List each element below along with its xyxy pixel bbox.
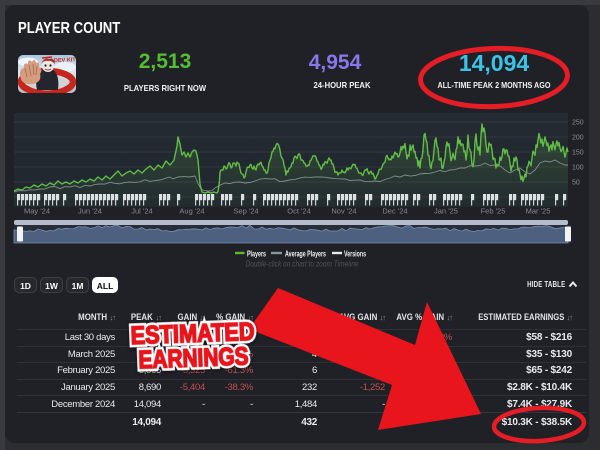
svg-text:ESTIMATED: ESTIMATED [130, 318, 255, 350]
svg-text:DEV KIT: DEV KIT [54, 57, 76, 64]
svg-text:Jul '24: Jul '24 [131, 207, 152, 216]
svg-text:Sep '24: Sep '24 [233, 207, 258, 216]
svg-text:200: 200 [572, 135, 584, 142]
svg-text:100: 100 [572, 165, 584, 172]
svg-text:Versions: Versions [344, 249, 366, 259]
svg-text:Jan '25: Jan '25 [434, 207, 458, 216]
svg-text:Average Players: Average Players [285, 249, 326, 259]
svg-text:EARNINGS: EARNINGS [138, 343, 249, 375]
svg-text:Nov '24: Nov '24 [331, 207, 356, 216]
svg-text:Jun '24: Jun '24 [78, 207, 102, 216]
svg-text:150: 150 [572, 150, 584, 157]
svg-text:Oct '24: Oct '24 [287, 207, 311, 216]
svg-text:Aug '24: Aug '24 [179, 207, 204, 216]
svg-text:Dec '24: Dec '24 [382, 207, 407, 216]
svg-text:May '24: May '24 [24, 207, 50, 216]
svg-text:250: 250 [572, 120, 584, 127]
svg-text:Players: Players [247, 249, 266, 259]
svg-text:Feb '25: Feb '25 [481, 207, 506, 216]
svg-text:Double-click on chart to zoom: Double-click on chart to zoom Timeline [246, 260, 359, 269]
svg-text:Mar '25: Mar '25 [526, 207, 551, 216]
svg-text:50: 50 [572, 180, 580, 187]
